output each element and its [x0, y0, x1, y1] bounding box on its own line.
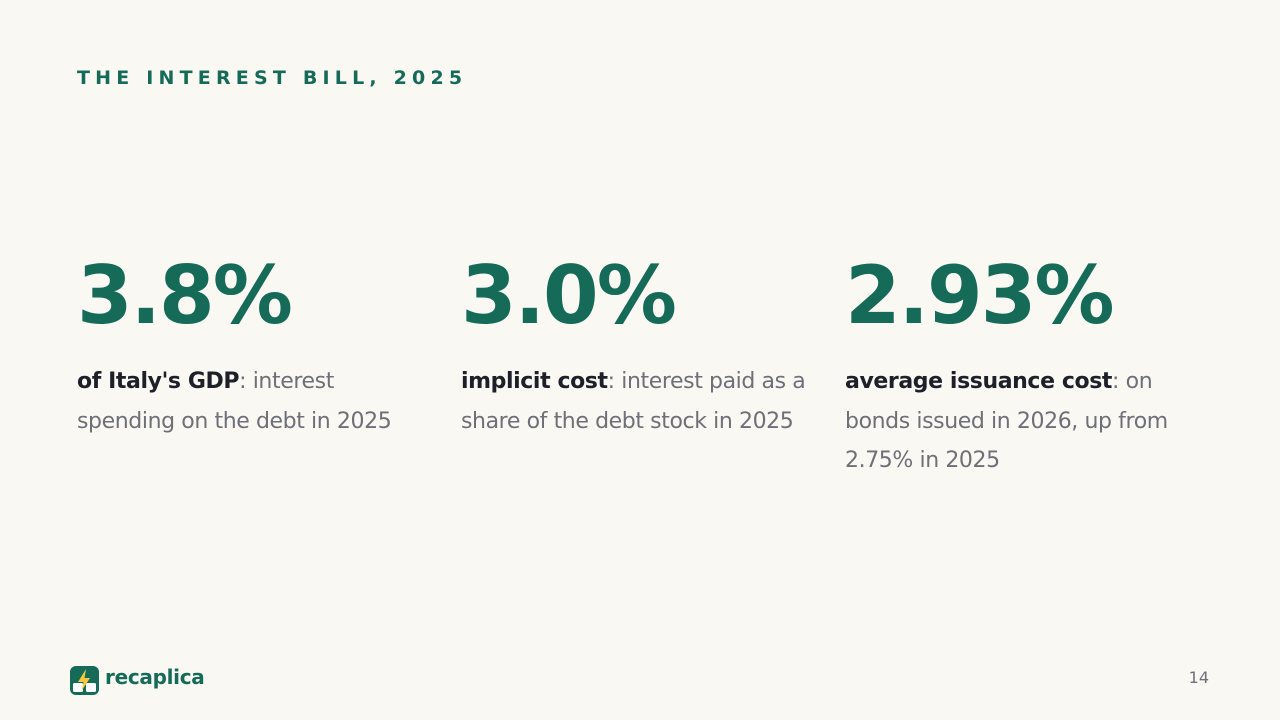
stat-emphasis: implicit cost: [461, 369, 608, 394]
stat-card-gdp-share: 3.8% of Italy's GDP: interest spending o…: [77, 250, 437, 441]
stat-emphasis: average issuance cost: [845, 369, 1113, 394]
stat-detail: : interest spending on the debt in 2025: [77, 369, 392, 434]
stat-value: 3.8%: [77, 249, 293, 342]
stat-emphasis: of Italy's GDP: [77, 369, 240, 394]
stat-card-implicit-cost: 3.0% implicit cost: interest paid as a s…: [461, 250, 821, 441]
stat-card-issuance-cost: 2.93% average issuance cost: on bonds is…: [845, 250, 1205, 481]
stat-description: implicit cost: interest paid as a share …: [461, 362, 821, 441]
stat-value: 2.93%: [845, 249, 1115, 342]
stat-description: of Italy's GDP: interest spending on the…: [77, 362, 437, 441]
brand-name: recaplica: [105, 664, 205, 689]
book-lightning-logo-icon: [70, 666, 99, 695]
stat-value: 3.0%: [461, 249, 677, 342]
brand-logo: recaplica: [70, 664, 205, 695]
stat-detail: : interest paid as a share of the debt s…: [461, 369, 806, 434]
stat-description: average issuance cost: on bonds issued i…: [845, 362, 1205, 481]
stat-detail: : on bonds issued in 2026, up from 2.75%…: [845, 369, 1168, 473]
slide-eyebrow-title: THE INTEREST BILL, 2025: [77, 67, 468, 89]
page-number: 14: [1188, 668, 1209, 687]
